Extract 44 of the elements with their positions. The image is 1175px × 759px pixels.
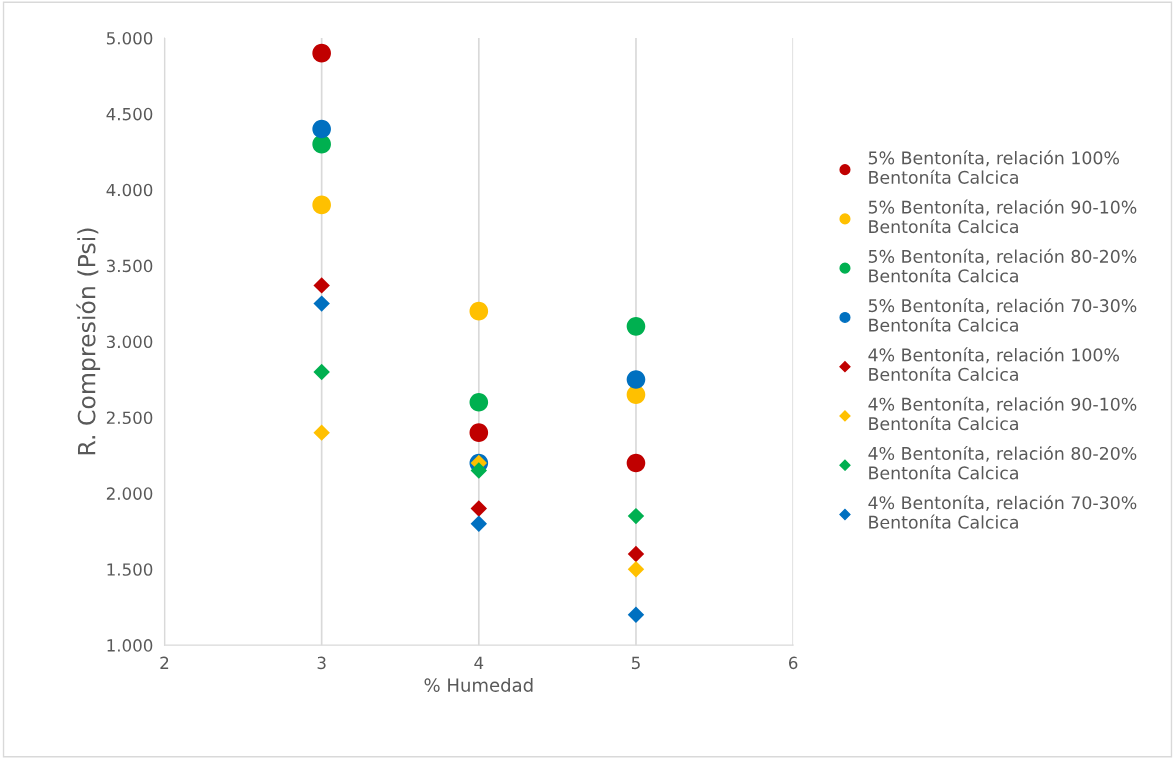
point	[312, 119, 331, 139]
x-tick-label: 3	[317, 656, 326, 670]
point	[627, 606, 645, 624]
point	[312, 195, 331, 215]
legend-label: 4% Bentoníta, relación 100% Bentoníta Calcica	[868, 347, 1120, 381]
y-tick-label: 3.000	[106, 335, 153, 349]
point	[469, 301, 489, 321]
point	[626, 370, 646, 389]
y-axis-title: R. Compresión (Psi)	[76, 228, 101, 455]
point	[469, 392, 489, 412]
legend-label: 4% Bentoníta, relación 80-20% Bentoníta Calcica	[868, 445, 1137, 480]
y-tick-label: 4.500	[106, 107, 153, 121]
point	[627, 561, 645, 578]
x-tick-label: 5	[631, 656, 640, 670]
y-tick-label: 2.000	[106, 487, 153, 500]
point	[470, 515, 488, 532]
x-axis-title: % Humedad	[424, 677, 533, 692]
point	[470, 462, 488, 479]
y-tick-label: 3.500	[106, 259, 153, 273]
legend-label: 5% Bentoníta, relación 90-10% Bentoníta Calcica	[868, 199, 1137, 234]
point	[470, 500, 488, 517]
y-tick-label: 5.000	[106, 31, 153, 45]
x-tick-label: 2	[160, 656, 169, 669]
point	[313, 295, 330, 312]
legend-label: 5% Bentoníta, relación 100% Bentoníta Calcica	[868, 150, 1120, 184]
legend-label: 4% Bentoníta, relación 70-30% Bentoníta Calcica	[868, 495, 1137, 529]
point	[626, 453, 646, 473]
x-tick-label: 4	[474, 656, 484, 669]
point	[627, 545, 645, 563]
x-tick-label: 6	[788, 656, 798, 670]
point	[313, 424, 330, 441]
y-tick-label: 4.000	[106, 183, 153, 197]
legend-label: 5% Bentoníta, relación 80-20% Bentoníta Calcica	[868, 248, 1137, 283]
y-tick-label: 2.500	[106, 411, 153, 425]
point	[313, 277, 330, 294]
legend-label: 4% Bentoníta, relación 90-10% Bentoníta Calcica	[868, 396, 1137, 431]
y-tick-label: 1.000	[107, 639, 153, 652]
point	[313, 363, 330, 381]
y-tick-label: 1.500	[107, 563, 153, 576]
point	[627, 507, 645, 525]
point	[626, 317, 646, 336]
point	[469, 423, 489, 442]
point	[312, 43, 331, 63]
legend-label: 5% Bentoníta, relación 70-30% Bentoníta Calcica	[868, 298, 1137, 332]
